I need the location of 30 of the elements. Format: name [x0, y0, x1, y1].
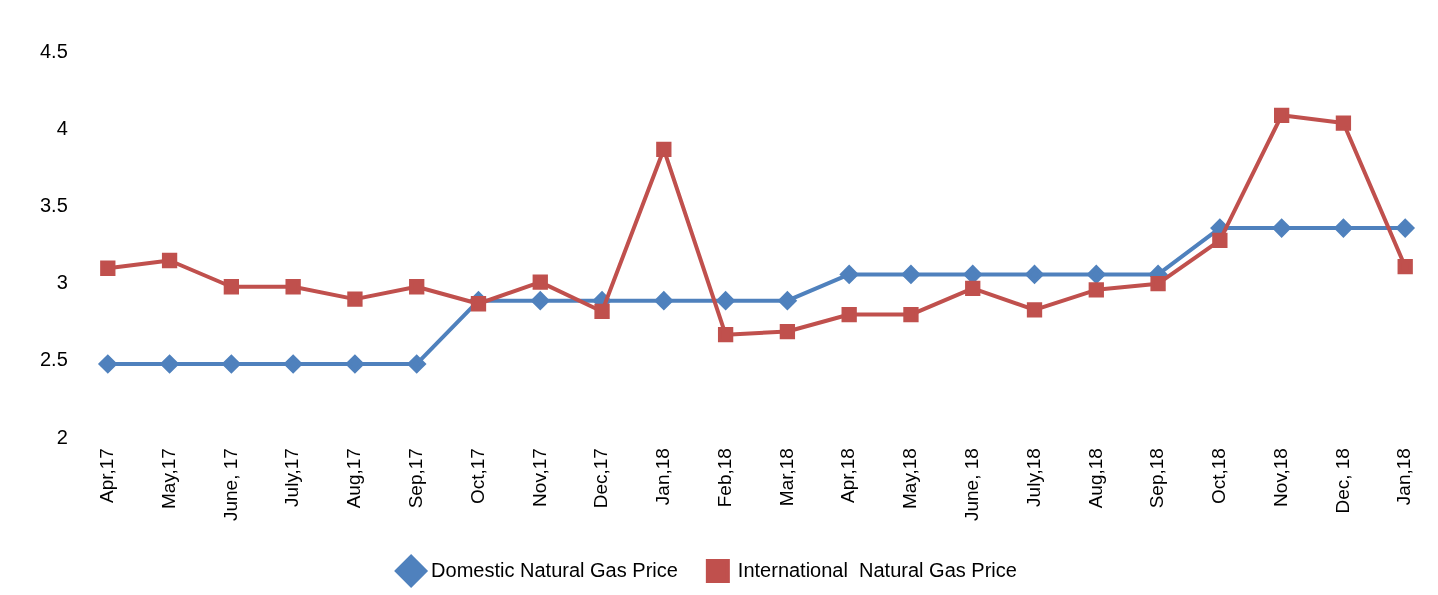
x-tick-label: Apr,17	[96, 448, 118, 504]
x-tick-label: Jan,18	[652, 448, 674, 506]
x-tick-label: Aug,17	[343, 448, 365, 509]
x-tick-label: Feb,18	[713, 448, 735, 508]
y-tick-label: 4	[56, 116, 68, 139]
x-tick-label: July,18	[1022, 448, 1044, 507]
y-tick-label: 3	[56, 271, 68, 294]
legend-label: Domestic Natural Gas Price	[431, 558, 678, 581]
x-tick-label: Dec, 18	[1331, 448, 1353, 514]
y-tick-label: 3.5	[39, 193, 68, 216]
x-tick-label: Oct,18	[1208, 448, 1230, 505]
x-tick-label: Apr,18	[837, 448, 859, 504]
y-tick-label: 2.5	[39, 348, 68, 371]
x-tick-label: May,18	[899, 448, 921, 510]
x-tick-label: Sep,18	[1146, 448, 1168, 509]
x-tick-label: Nov,17	[528, 448, 550, 507]
x-tick-label: Oct,17	[466, 448, 488, 505]
legend-label: International Natural Gas Price	[737, 558, 1017, 581]
x-tick-label: July,17	[281, 448, 303, 507]
x-tick-label: Aug,18	[1084, 448, 1106, 509]
y-tick-label: 2	[56, 425, 68, 448]
x-tick-label: Sep,17	[404, 448, 426, 509]
x-tick-label: May,17	[157, 448, 179, 510]
x-tick-label: Jan,18	[1393, 448, 1415, 506]
x-tick-label: Nov,18	[1269, 448, 1291, 507]
y-tick-label: 4.5	[39, 39, 68, 62]
x-tick-label: Mar,18	[775, 448, 797, 507]
x-tick-label: Dec,17	[590, 448, 612, 509]
x-tick-label: June, 18	[960, 448, 982, 522]
x-tick-label: June, 17	[219, 448, 241, 522]
